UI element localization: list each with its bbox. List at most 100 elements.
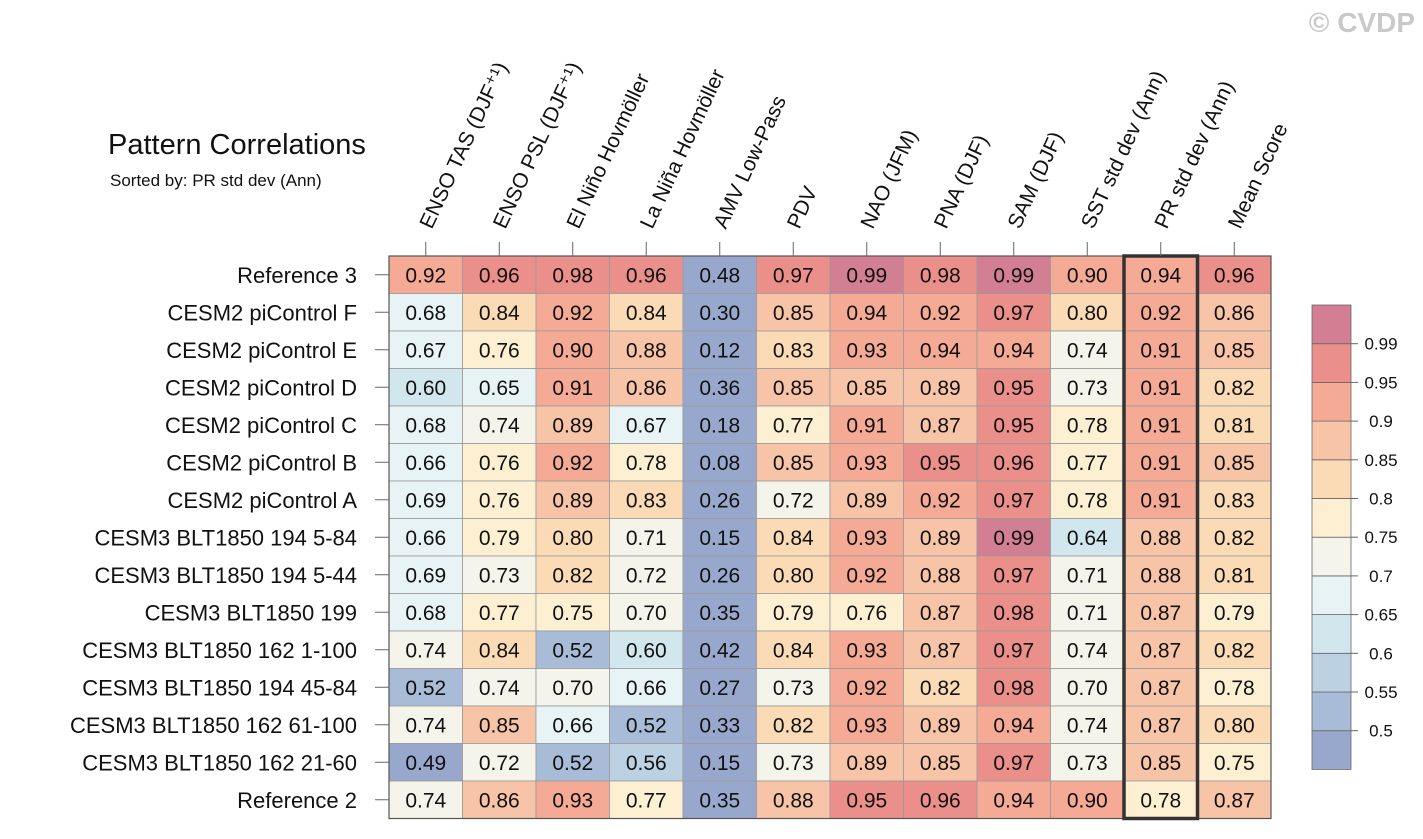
cell-value: 0.85: [479, 714, 520, 737]
cell-value: 0.70: [626, 602, 667, 625]
cell-value: 0.60: [626, 639, 667, 662]
cell-value: 0.84: [773, 527, 814, 550]
cell-value: 0.74: [405, 639, 446, 662]
cell-reference-2-amv-low-pass: [682, 780, 757, 819]
cell-value: 0.60: [405, 377, 446, 400]
cell-value: 0.75: [1214, 752, 1255, 775]
cell-value: 0.68: [405, 602, 446, 625]
cell-cesm3-blt1850-194-45-84-nao-jfm: [829, 668, 904, 707]
cell-value: 0.97: [993, 302, 1034, 325]
cell-cesm3-blt1850-162-21-60-mean-score: [1197, 743, 1272, 782]
cell-value: 0.83: [1214, 489, 1255, 512]
cell-value: 0.18: [699, 414, 740, 437]
cell-cesm3-blt1850-199-mean-score: [1197, 593, 1272, 632]
cell-cesm2-picontrol-c-enso-psl-djf: [462, 405, 537, 444]
heatmap-grid: 0.92 0.96 0.98 0.96 0.48 0.97 0.99 0.98 0.99 0.90…: [388, 254, 1272, 821]
cell-cesm3-blt1850-162-1-100-mean-score: [1197, 630, 1272, 669]
cell-value: 0.52: [552, 752, 593, 775]
colorbar-swatch: [1311, 614, 1352, 654]
cell-value: 0.72: [479, 752, 520, 775]
cell-reference-3-pdv: [756, 255, 831, 294]
cell-value: 0.30: [699, 302, 740, 325]
cell-reference-3-mean-score: [1197, 255, 1272, 294]
cell-value: 0.70: [552, 677, 593, 700]
cell-cesm3-blt1850-194-5-84-mean-score: [1197, 518, 1272, 557]
colorbar-label: 0.99: [1364, 335, 1397, 354]
cell-cesm3-blt1850-162-61-100-pna-djf: [903, 705, 978, 744]
cell-value: 0.36: [699, 377, 740, 400]
cell-cesm3-blt1850-162-61-100-mean-score: [1197, 705, 1272, 744]
cell-cesm2-picontrol-a-pdv: [756, 480, 831, 519]
cell-value: 0.81: [1214, 414, 1255, 437]
cell-cesm3-blt1850-194-5-84-enso-tas-djf: [388, 518, 463, 557]
cell-cesm2-picontrol-c-enso-tas-djf: [388, 405, 463, 444]
cell-value: 0.86: [626, 377, 667, 400]
cell-value: 0.82: [1214, 639, 1255, 662]
cell-value: 0.95: [846, 789, 887, 812]
cell-cesm3-blt1850-162-21-60-amv-low-pass: [682, 743, 757, 782]
cell-value: 0.73: [1067, 752, 1108, 775]
cell-cesm3-blt1850-194-45-84-pr-std-dev-ann: [1123, 668, 1198, 707]
cell-cesm2-picontrol-d-pdv: [756, 368, 831, 407]
colorbar-swatch: [1311, 730, 1352, 770]
cell-value: 0.93: [846, 452, 887, 475]
cell-cesm3-blt1850-194-5-44-pna-djf: [903, 555, 978, 594]
cell-cesm3-blt1850-194-5-44-nao-jfm: [829, 555, 904, 594]
cell-value: 0.82: [1214, 527, 1255, 550]
cell-value: 0.77: [1067, 452, 1108, 475]
cell-value: 0.79: [479, 527, 520, 550]
cell-cesm3-blt1850-162-21-60-pr-std-dev-ann: [1123, 743, 1198, 782]
colorbar-swatch: [1311, 652, 1352, 693]
cell-cesm3-blt1850-194-5-44-mean-score: [1197, 555, 1272, 594]
row-label-cesm2-picontrol-f: CESM2 piControl F: [167, 300, 357, 325]
cell-reference-2-la-ni-a-hovm-ller: [609, 780, 684, 819]
cell-value: 0.82: [920, 677, 961, 700]
cell-cesm2-picontrol-d-el-ni-o-hovm-ller: [535, 368, 610, 407]
cell-value: 0.74: [479, 414, 520, 437]
cell-cesm2-picontrol-b-la-ni-a-hovm-ller: [609, 443, 684, 482]
cell-value: 0.85: [1214, 339, 1255, 362]
cell-reference-3-enso-psl-djf: [462, 255, 537, 294]
cell-value: 0.84: [773, 639, 814, 662]
cell-cesm2-picontrol-b-pdv: [756, 443, 831, 482]
cell-value: 0.89: [846, 489, 887, 512]
cell-value: 0.87: [1214, 789, 1255, 812]
cell-cesm2-picontrol-f-pna-djf: [903, 293, 978, 332]
cell-value: 0.94: [993, 339, 1034, 362]
cell-cesm2-picontrol-d-nao-jfm: [829, 368, 904, 407]
cell-value: 0.74: [1067, 639, 1108, 662]
cell-value: 0.96: [920, 789, 961, 812]
cell-value: 0.78: [1214, 677, 1255, 700]
cell-value: 0.91: [1140, 489, 1181, 512]
cell-value: 0.87: [1140, 639, 1181, 662]
cell-cesm3-blt1850-162-61-100-pr-std-dev-ann: [1123, 705, 1198, 744]
cell-value: 0.94: [920, 339, 961, 362]
colorbar-label: 0.75: [1364, 528, 1397, 547]
cell-cesm2-picontrol-b-nao-jfm: [829, 443, 904, 482]
chart-subtitle: Sorted by: PR std dev (Ann): [110, 171, 322, 190]
cell-value: 0.97: [993, 752, 1034, 775]
cell-value: 0.80: [1067, 302, 1108, 325]
row-label-cesm2-picontrol-c: CESM2 piControl C: [165, 413, 357, 438]
row-label-cesm3-blt1850-194-5-44: CESM3 BLT1850 194 5-44: [94, 563, 357, 588]
cell-reference-2-pna-djf: [903, 780, 978, 819]
cell-value: 0.86: [1214, 302, 1255, 325]
chart-title: Pattern Correlations: [108, 129, 366, 161]
cell-value: 0.96: [993, 452, 1034, 475]
cvdp-watermark: © CVDP: [1309, 7, 1415, 38]
cell-value: 0.89: [846, 752, 887, 775]
cell-value: 0.99: [993, 264, 1034, 287]
cell-value: 0.71: [626, 527, 667, 550]
cell-value: 0.52: [626, 714, 667, 737]
cell-cesm2-picontrol-a-amv-low-pass: [682, 480, 757, 519]
cell-value: 0.42: [699, 639, 740, 662]
cell-value: 0.88: [626, 339, 667, 362]
cell-cesm2-picontrol-a-mean-score: [1197, 480, 1272, 519]
cell-value: 0.76: [479, 452, 520, 475]
cell-value: 0.88: [1140, 527, 1181, 550]
cell-cesm2-picontrol-f-sam-djf: [976, 293, 1051, 332]
cell-value: 0.75: [552, 602, 593, 625]
cell-cesm3-blt1850-162-21-60-nao-jfm: [829, 743, 904, 782]
cell-value: 0.93: [846, 714, 887, 737]
